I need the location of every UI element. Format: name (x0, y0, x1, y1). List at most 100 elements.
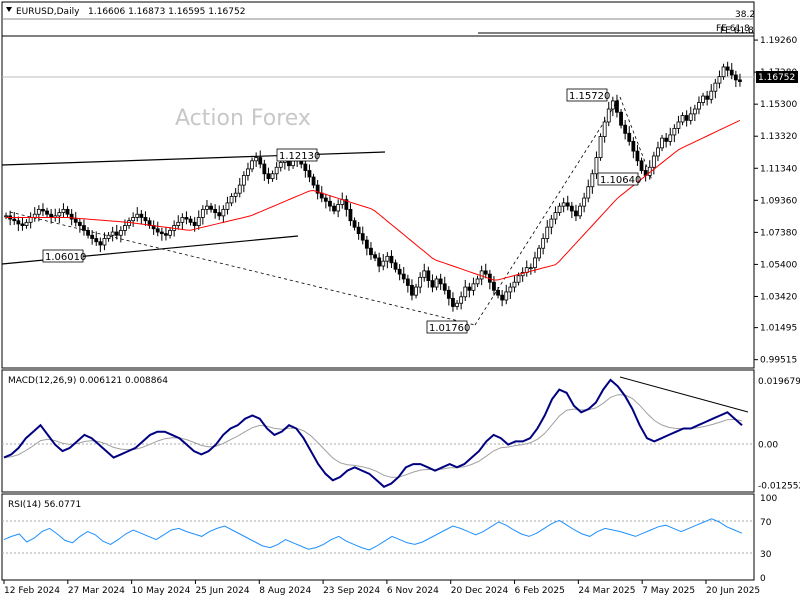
candle-body (512, 281, 517, 288)
candle-body (45, 210, 49, 215)
price-annotation-box (426, 320, 468, 334)
candle-body (705, 95, 710, 100)
candle-body (569, 205, 574, 212)
candle-body (241, 174, 246, 186)
candle-body (336, 204, 341, 212)
candle-body (405, 278, 410, 286)
candle-body (537, 247, 541, 259)
candle-body (492, 281, 496, 291)
candle-body (254, 157, 259, 162)
candle-body (332, 205, 336, 212)
price-tick-label: 1.07380 (760, 228, 797, 238)
x-tick-label: 24 Mar 2025 (578, 586, 635, 596)
candle-body (680, 115, 685, 123)
candle-body (610, 100, 615, 110)
candle-body (65, 208, 70, 215)
candle-body (98, 241, 103, 246)
candle-body (619, 111, 623, 126)
x-tick-label: 10 May 2024 (132, 586, 191, 596)
candle-body (627, 132, 632, 142)
candle-body (229, 196, 234, 204)
rsi-tick-label: 30 (760, 550, 772, 560)
candle-body (446, 289, 451, 299)
price-annotation-label: 1.06010 (45, 252, 86, 263)
dropdown-triangle-icon[interactable] (6, 7, 12, 12)
candle-body (623, 124, 628, 134)
rsi-axis: 100 70 30 0 (760, 494, 777, 584)
candle-body (533, 257, 537, 269)
dashed-trendline-3 (619, 96, 653, 181)
candle-body (442, 283, 447, 291)
candle-body (459, 296, 464, 304)
candle-body (578, 205, 582, 217)
candle-body (86, 230, 90, 236)
candle-body (594, 157, 599, 175)
rsi-tick-label: 70 (760, 518, 772, 528)
candle-body (205, 205, 209, 210)
macd-signal-line (3, 394, 743, 478)
price-tick-label: 1.15300 (760, 100, 797, 110)
candle-body (660, 137, 664, 149)
candle-body (159, 231, 164, 235)
candle-body (434, 278, 439, 288)
candle-body (377, 257, 382, 267)
candle-body (545, 226, 550, 239)
candle-body (508, 286, 513, 293)
fib-label-fe-back: FE 61.8 (716, 24, 750, 34)
x-axis: 12 Feb 2024 27 Mar 2024 10 May 2024 25 Jun … (3, 580, 760, 596)
price-axis: 1.192601.172801.153001.133201.113401.093… (754, 36, 797, 366)
x-tick-label: 8 Aug 2024 (259, 586, 311, 596)
candle-body (262, 163, 267, 175)
candle-body (328, 200, 332, 207)
upper-channel-line (1, 151, 386, 166)
candle-body (36, 208, 41, 215)
candle-body (127, 220, 131, 226)
macd-panel (1, 369, 755, 493)
candle-body (414, 286, 418, 296)
price-tick-label: 1.05400 (760, 260, 797, 270)
candle-body (582, 197, 587, 207)
candle-body (32, 213, 37, 218)
candle-body (348, 208, 353, 222)
macd-tick-label: 0.00 (758, 441, 778, 451)
price-tick-label: 1.19260 (760, 36, 797, 46)
candle-body (668, 134, 673, 142)
candle-body (467, 286, 472, 291)
candle-body (418, 276, 423, 288)
candle-body (77, 221, 82, 226)
symbol-timeframe: EURUSD,Daily (16, 7, 80, 17)
candle-body (131, 217, 136, 222)
candle-body (664, 137, 669, 142)
candle-body (4, 215, 8, 218)
candle-body (500, 294, 505, 301)
candle-body (57, 212, 62, 217)
x-tick-label: 6 Nov 2024 (387, 586, 439, 596)
candle-body (20, 223, 25, 226)
x-tick-label: 20 Jun 2025 (706, 586, 760, 596)
candle-body (397, 268, 402, 275)
candle-body (426, 270, 431, 281)
candle-body (114, 231, 119, 236)
ohlc-values: 1.16606 1.16873 1.16595 1.16752 (88, 7, 245, 17)
annotations: 1.12130 1.06010 1.01760 1.15720 1.10640 (42, 88, 641, 334)
candle-body (196, 217, 201, 226)
candle-body (528, 267, 533, 270)
x-tick-label: 12 Feb 2024 (4, 586, 60, 596)
candle-body (729, 69, 734, 76)
x-tick-label: 6 Feb 2025 (515, 586, 565, 596)
candle-body (557, 205, 562, 214)
candle-body (225, 202, 230, 210)
candle-body (639, 160, 644, 171)
candle-body (184, 217, 189, 220)
candle-body (738, 79, 742, 82)
candle-body (606, 108, 611, 123)
candle-body (106, 234, 111, 239)
candle-body (721, 66, 726, 78)
candle-body (598, 136, 603, 158)
candle-body (356, 226, 361, 235)
candle-body (221, 208, 226, 217)
macd-axis: 0.019679 0.00 -0.012552 (758, 377, 800, 491)
candle-body (455, 302, 459, 307)
candle-body (12, 218, 17, 222)
candle-body (258, 157, 263, 165)
